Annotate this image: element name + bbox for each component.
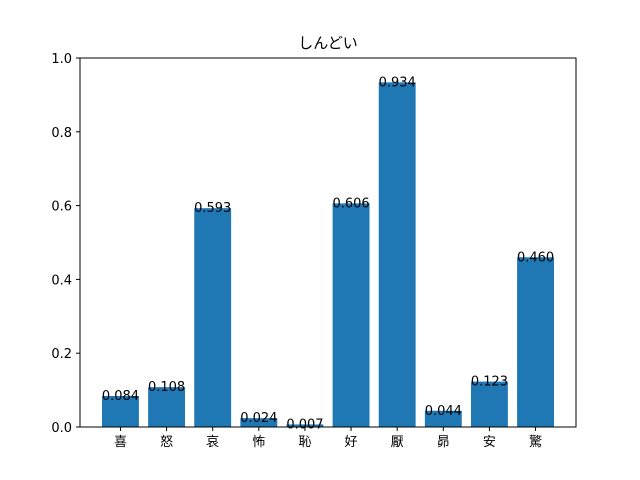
bar <box>240 418 278 427</box>
bar <box>470 381 508 427</box>
x-tick-label: 恥 <box>298 435 311 450</box>
bar <box>286 424 324 427</box>
x-tick-label: 哀 <box>206 435 219 450</box>
x-tick-label: 安 <box>483 435 496 450</box>
x-tick-label: 驚 <box>529 434 542 450</box>
bar-value-label: 0.084 <box>102 389 139 404</box>
bar-value-label: 0.593 <box>194 201 231 216</box>
x-tick-label: 昴 <box>437 435 450 450</box>
bar-value-label: 0.123 <box>471 375 508 390</box>
bars <box>102 82 554 427</box>
y-tick-label: 1.0 <box>51 52 72 67</box>
bar-value-label: 0.024 <box>240 411 277 426</box>
bar <box>332 203 370 427</box>
bar <box>378 82 416 427</box>
bar-value-label: 0.460 <box>517 250 554 265</box>
x-tick-label: 厭 <box>391 435 404 450</box>
bar-value-label: 0.044 <box>425 404 462 419</box>
y-tick-label: 0.4 <box>51 273 72 288</box>
y-tick-label: 0.0 <box>51 421 72 436</box>
bar-value-label: 0.108 <box>148 380 185 395</box>
y-tick-label: 0.6 <box>51 200 72 215</box>
bar-value-label: 0.934 <box>379 75 416 90</box>
x-tick-label: 好 <box>345 435 358 450</box>
y-tick-label: 0.8 <box>51 126 72 141</box>
bar-value-label: 0.007 <box>286 417 323 432</box>
chart-title: しんどい <box>298 34 358 52</box>
x-tick-label: 怒 <box>160 435 173 450</box>
bar <box>194 208 232 427</box>
bar <box>102 396 139 427</box>
bar <box>148 387 186 427</box>
bar-value-labels: 0.084 0.108 0.593 0.024 0.007 0.606 0.934 0.044… <box>102 75 554 432</box>
bar-value-label: 0.606 <box>332 196 369 211</box>
plot-frame <box>79 57 577 428</box>
axes: 喜 怒 哀 怖 恥 好 厭 昴 安 驚 0.0 0.2 0.4 0.6 0.8 1.0 <box>51 52 577 450</box>
x-tick-label: 喜 <box>114 435 127 450</box>
x-tick-label: 怖 <box>252 434 265 450</box>
y-tick-label: 0.2 <box>51 347 72 362</box>
bar <box>424 410 462 427</box>
bar <box>517 257 554 427</box>
